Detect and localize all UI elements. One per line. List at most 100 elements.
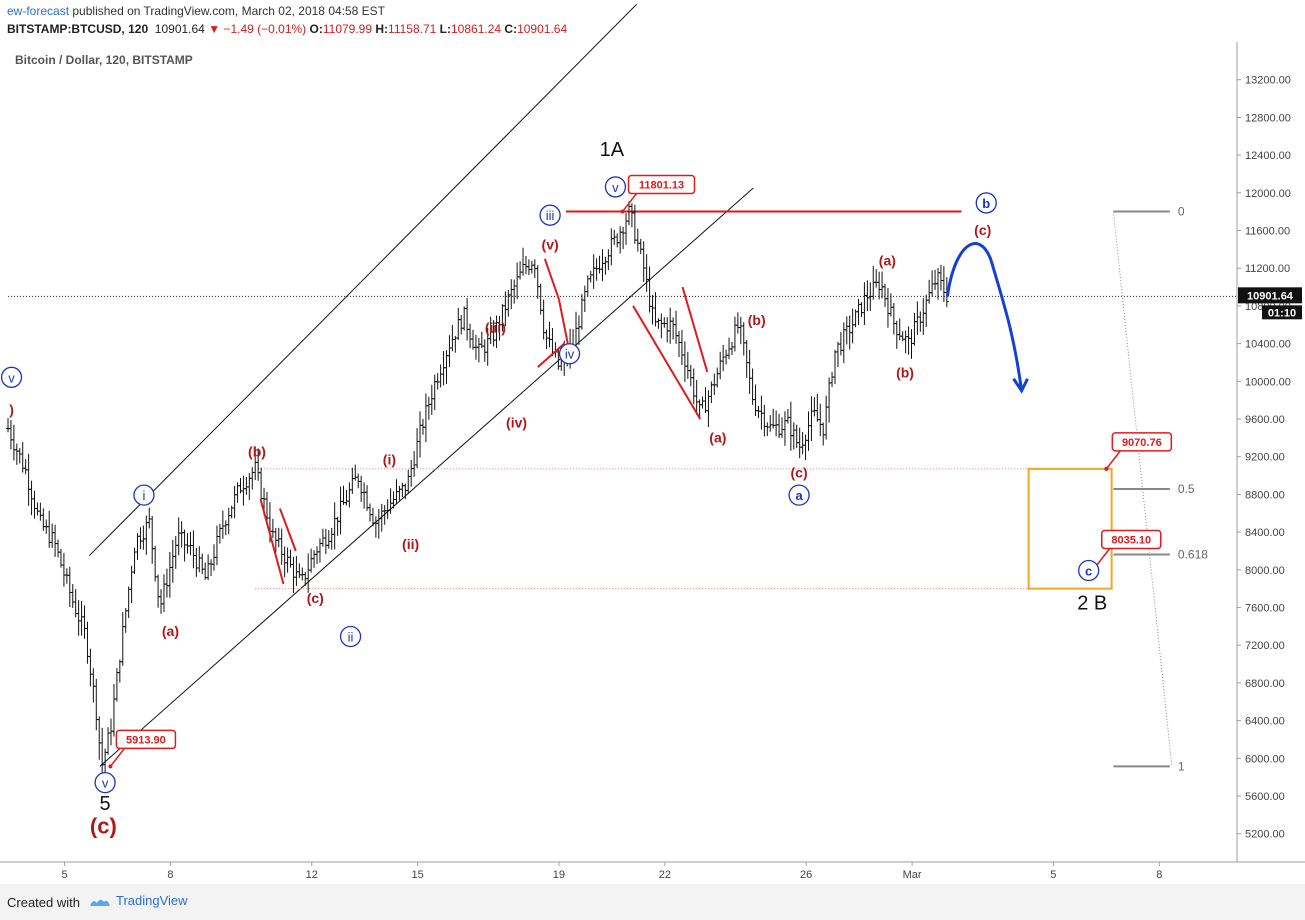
wave-label-circle <box>339 625 362 648</box>
wave-trend-line <box>278 508 297 552</box>
y-tick-label: 8400.00 <box>1245 527 1285 539</box>
callout-dot <box>108 764 113 769</box>
close-value: 10901.64 <box>517 22 568 36</box>
wave-label: (iv) <box>506 414 527 430</box>
tradingview-link[interactable]: TradingView <box>88 893 188 908</box>
callout-label: 11801.13 <box>639 180 684 192</box>
channel-line <box>88 3 637 557</box>
change-down-icon: ▼ <box>208 22 221 36</box>
y-tick-label: 9600.00 <box>1245 414 1285 426</box>
high-label: H: <box>375 22 389 36</box>
wave-label: (c) <box>307 590 324 606</box>
x-tick-label: 15 <box>412 869 424 881</box>
x-tick-label: 22 <box>659 869 671 881</box>
y-tick-label: 6800.00 <box>1245 678 1285 690</box>
y-tick-label: 6000.00 <box>1245 753 1285 765</box>
y-tick-label: 9200.00 <box>1245 452 1285 464</box>
callout-label: 8035.10 <box>1111 535 1151 547</box>
wave-label-circle <box>975 192 997 214</box>
wave-label: (a) <box>709 430 726 446</box>
wave-label-circle <box>94 771 116 794</box>
footer-bar: Created with TradingView <box>0 884 1305 920</box>
wave-trend-line <box>543 258 560 300</box>
wave-label: v <box>8 370 15 385</box>
y-tick-label: 13200.00 <box>1245 75 1291 87</box>
wave-label: 2 B <box>1077 592 1107 614</box>
y-tick-label: 10000.00 <box>1245 376 1291 388</box>
wave-label: i <box>143 488 146 503</box>
callout-pointer <box>1095 548 1111 567</box>
wave-label: (c) <box>974 222 991 238</box>
ohlc-bar: BITSTAMP:BTCUSD, 120 10901.64 ▼ −1.49 (−… <box>7 22 567 36</box>
wave-label: v <box>612 180 619 195</box>
callout-label: 9070.76 <box>1122 437 1162 449</box>
callout-box <box>115 729 177 750</box>
wave-label: a <box>795 488 803 503</box>
wave-label: ii <box>348 630 354 645</box>
countdown-tag <box>1262 305 1302 320</box>
open-value: 11079.99 <box>322 22 373 36</box>
wave-label-circle <box>558 343 581 365</box>
wave-label: (c) <box>90 814 117 839</box>
y-tick-label: 12800.00 <box>1245 112 1291 124</box>
tradingview-logo-icon <box>90 899 110 906</box>
change-value: −1.49 (−0.01%) <box>223 22 307 36</box>
callout-box <box>627 174 696 195</box>
x-tick-label: 19 <box>553 869 565 881</box>
y-tick-label: 11600.00 <box>1245 226 1290 238</box>
wave-label: (i) <box>383 451 396 467</box>
symbol-label: BITSTAMP:BTCUSD, 120 <box>7 22 149 36</box>
wave-label: (c) <box>791 464 808 480</box>
wave-trend-line <box>557 299 569 344</box>
author-link[interactable]: ew-forecast <box>7 4 70 18</box>
fib-level-label: 1 <box>1178 759 1185 773</box>
last-price: 10901.64 <box>154 22 205 36</box>
wave-label: 5 <box>100 793 111 815</box>
y-tick-label: 12400.00 <box>1245 150 1291 162</box>
low-label: L: <box>439 22 451 36</box>
wave-label: iv <box>565 347 575 362</box>
x-tick-label: 12 <box>306 869 318 881</box>
y-tick-label: 10400.00 <box>1245 339 1291 351</box>
fib-level-label: 0 <box>1178 205 1185 219</box>
high-value: 11158.71 <box>388 22 437 36</box>
wave-label: iii <box>546 208 555 223</box>
wave-trend-line <box>259 498 285 585</box>
wave-trend-line <box>632 305 702 420</box>
wave-trend-line <box>537 342 565 368</box>
wave-label-circle <box>539 204 561 226</box>
y-tick-label: 7200.00 <box>1245 640 1285 652</box>
current-price-tag <box>1238 287 1302 304</box>
close-label: C: <box>504 22 518 36</box>
fib-level-label: 0.618 <box>1178 548 1208 562</box>
y-tick-label: 11200.00 <box>1245 263 1290 275</box>
y-tick-label: 8800.00 <box>1245 489 1285 501</box>
target-zone-box <box>1027 467 1113 590</box>
x-tick-label: 8 <box>167 869 173 881</box>
open-label: O: <box>309 22 323 36</box>
callout-dot <box>620 209 625 214</box>
ohlc-bars <box>6 201 949 779</box>
published-text: published on TradingView.com, March 02, … <box>72 4 386 18</box>
fib-level-label: 0.5 <box>1178 482 1195 496</box>
wave-label: (a) <box>879 252 896 268</box>
callout-box <box>1111 432 1173 452</box>
x-tick-label: 5 <box>61 869 67 881</box>
wave-label: 1A <box>600 139 625 161</box>
wave-label: ) <box>9 401 14 417</box>
created-with-text: Created with <box>7 895 80 910</box>
wave-label: v <box>102 776 109 791</box>
wave-label: b <box>982 196 990 211</box>
tradingview-brand: TradingView <box>116 893 188 908</box>
publish-info: ew-forecast published on TradingView.com… <box>7 4 385 18</box>
wave-label-circle <box>0 366 23 388</box>
callout-pointer <box>621 193 638 213</box>
projection-arrow-path <box>945 242 1024 391</box>
price-chart[interactable]: Bitcoin / Dollar, 120, BITSTAMP5200.0056… <box>0 0 1305 884</box>
wave-label: (b) <box>248 444 266 460</box>
wave-label: c <box>1085 564 1092 579</box>
wave-label-circle <box>1078 559 1100 582</box>
y-tick-label: 12000.00 <box>1245 188 1291 200</box>
x-tick-label: 8 <box>1156 869 1162 881</box>
countdown-label: 01:10 <box>1268 307 1296 319</box>
